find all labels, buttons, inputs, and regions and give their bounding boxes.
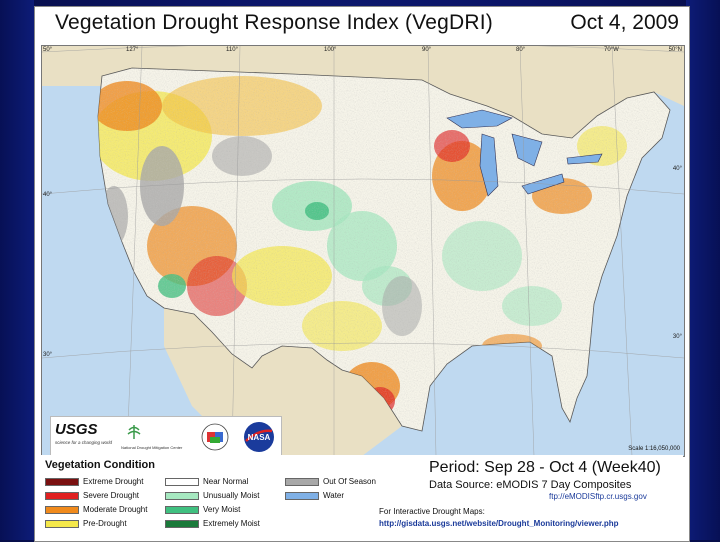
legend-item: Moderate Drought xyxy=(45,505,147,514)
legend-item: Out Of Season xyxy=(285,477,376,486)
legend-swatch xyxy=(165,505,199,514)
legend-swatch xyxy=(45,491,79,500)
legend-swatch xyxy=(45,519,79,528)
legend-panel: Vegetation Condition Extreme Drought Seve… xyxy=(41,455,683,541)
legend-label: Extreme Drought xyxy=(83,477,144,486)
us-map-graphic xyxy=(42,46,684,456)
ftp-link[interactable]: ftp://eMODISftp.cr.usgs.gov xyxy=(549,492,647,501)
legend-item: Near Normal xyxy=(165,477,248,486)
longitude-label: 100° xyxy=(324,47,337,53)
latitude-label-right: 40° xyxy=(672,166,682,172)
slide-background-left xyxy=(0,0,34,540)
map-scale: Scale 1:16,050,000 xyxy=(628,446,680,452)
legend-label: Near Normal xyxy=(203,477,249,486)
longitude-label: 70°W xyxy=(604,47,619,53)
legend-item: Unusually Moist xyxy=(165,491,259,500)
map-date: Oct 4, 2009 xyxy=(570,11,679,34)
nasa-logo-icon: NASA xyxy=(243,421,275,453)
usgs-logo: USGS xyxy=(55,421,98,438)
legend-swatch xyxy=(45,477,79,486)
legend-swatch xyxy=(45,505,79,514)
legend-label: Out Of Season xyxy=(323,477,376,486)
lake-ontario xyxy=(566,153,603,165)
period-text: Period: Sep 28 - Oct 4 (Week40) xyxy=(429,459,661,476)
slide-background-right xyxy=(686,0,720,540)
latitude-label-right: 50°N xyxy=(668,47,682,53)
hpcc-seal-icon xyxy=(201,423,229,451)
lake-erie xyxy=(521,173,565,195)
interactive-maps-label: For Interactive Drought Maps: xyxy=(379,507,485,516)
latitude-label-right: 30° xyxy=(672,334,682,340)
usgs-tagline: science for a changing world xyxy=(55,440,113,445)
legend-swatch xyxy=(285,491,319,500)
agency-logos: USGS science for a changing world Nation… xyxy=(50,416,282,456)
legend-swatch xyxy=(165,477,199,486)
legend-item: Extremely Moist xyxy=(165,519,260,528)
legend-label: Unusually Moist xyxy=(203,491,260,500)
legend-label: Water xyxy=(323,491,345,500)
legend-label: Severe Drought xyxy=(83,491,140,500)
lake-huron xyxy=(511,133,543,167)
legend-item: Water xyxy=(285,491,344,500)
latitude-label: 30° xyxy=(43,352,53,358)
legend-label: Very Moist xyxy=(203,505,241,514)
legend-label: Extremely Moist xyxy=(203,519,260,528)
ndmc-logo-icon xyxy=(125,423,143,441)
data-source-text: Data Source: eMODIS 7 Day Composites xyxy=(429,479,632,491)
graticule xyxy=(42,46,684,456)
latitude-label: 50° xyxy=(43,47,53,53)
legend-item: Severe Drought xyxy=(45,491,139,500)
viewer-link[interactable]: http://gisdata.usgs.net/website/Drought_… xyxy=(379,519,619,528)
us-drought-map: 127° 110° 100° 90° 80° 70°W 50° 40° 30° … xyxy=(41,45,685,457)
longitude-label: 80° xyxy=(516,47,526,53)
longitude-label: 110° xyxy=(226,47,238,53)
latitude-label: 40° xyxy=(43,192,53,198)
legend-item: Pre-Drought xyxy=(45,519,127,528)
legend-swatch xyxy=(285,477,319,486)
legend-item: Very Moist xyxy=(165,505,240,514)
legend-heading: Vegetation Condition xyxy=(45,459,155,471)
legend-swatch xyxy=(165,491,199,500)
canada-east-land xyxy=(422,46,684,138)
lake-superior xyxy=(446,109,513,129)
svg-text:NASA: NASA xyxy=(248,433,271,442)
lake-michigan xyxy=(479,133,499,197)
legend-label: Pre-Drought xyxy=(83,519,127,528)
ndmc-label: National Drought Mitigation Center xyxy=(121,445,183,450)
legend-label: Moderate Drought xyxy=(83,505,148,514)
map-title: Vegetation Drought Response Index (VegDR… xyxy=(55,11,493,34)
drought-map-figure: Vegetation Drought Response Index (VegDR… xyxy=(34,6,690,542)
longitude-label: 127° xyxy=(126,47,139,53)
longitude-label: 90° xyxy=(422,47,432,53)
legend-item: Extreme Drought xyxy=(45,477,143,486)
legend-swatch xyxy=(165,519,199,528)
